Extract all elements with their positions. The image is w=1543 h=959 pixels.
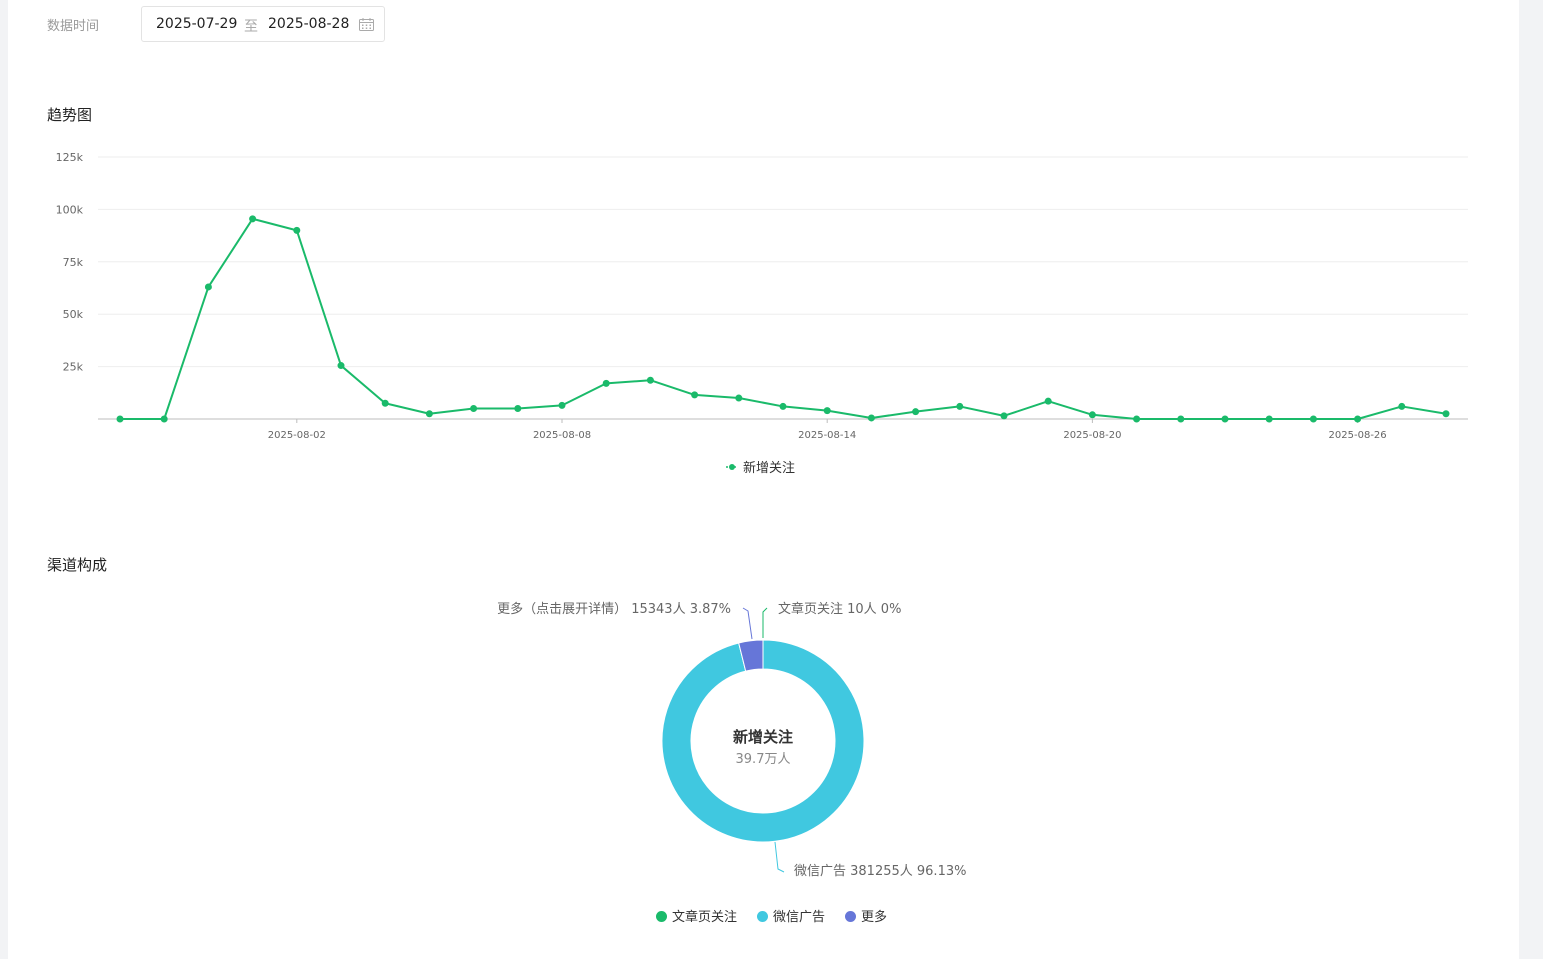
legend-dot [655,911,667,922]
data-point[interactable] [1265,415,1273,423]
start-date[interactable]: 2025-07-29 [156,16,238,32]
data-point[interactable] [204,283,212,291]
x-tick-label: 2025-08-02 [268,430,326,441]
data-point[interactable] [867,414,875,422]
series-line-new-follows [120,217,1447,420]
x-tick-label: 2025-08-20 [1063,430,1121,441]
legend-label: 文章页关注 [671,910,737,925]
content-panel [8,0,1519,959]
channel-legend: 文章页关注 微信广告 更多 [0,906,1543,925]
x-tick-label: 2025-08-14 [798,430,856,441]
data-point[interactable] [116,415,124,423]
end-date[interactable]: 2025-08-28 [268,16,350,32]
data-point[interactable] [160,415,168,423]
data-point[interactable] [337,362,345,370]
data-point[interactable] [425,410,433,418]
donut-center-value: 39.7万人 [736,752,791,767]
slice-label: 文章页关注 10人 0% [778,601,901,617]
data-point[interactable] [735,394,743,402]
data-point[interactable] [1442,410,1450,418]
data-point[interactable] [823,407,831,415]
donut-slice[interactable] [661,639,865,843]
data-point[interactable] [470,405,478,413]
data-point[interactable] [956,402,964,410]
date-filter-label: 数据时间 [47,19,100,34]
y-tick-label: 50k [63,308,84,321]
data-point[interactable] [293,226,301,234]
data-point[interactable] [912,408,920,416]
x-tick-label: 2025-08-08 [533,430,591,441]
data-point[interactable] [1398,402,1406,410]
y-tick-label: 100k [56,203,84,216]
legend-label: 微信广告 [772,910,825,925]
data-point[interactable] [1221,415,1229,423]
label-leader-line [742,607,753,640]
data-point[interactable] [1000,412,1008,420]
data-point[interactable] [691,391,699,399]
data-point[interactable] [779,402,787,410]
data-point[interactable] [1309,415,1317,423]
legend-label-new-follows[interactable]: 新增关注 [743,460,795,476]
x-tick-label: 2025-08-26 [1329,430,1387,441]
data-point[interactable] [1354,415,1362,423]
data-point[interactable] [1088,411,1096,419]
legend-dot [756,911,768,922]
date-separator: 至 [244,19,258,35]
slice-label: 更多（点击展开详情） 15343人 3.87% [497,601,731,617]
date-range-picker[interactable]: 2025-07-29 至 2025-08-28 [141,6,385,42]
data-point[interactable] [558,401,566,409]
channel-chart-title: 渠道构成 [47,556,108,574]
data-point[interactable] [381,399,389,407]
data-point[interactable] [1044,397,1052,405]
data-point[interactable] [1177,415,1185,423]
donut-center-title: 新增关注 [733,728,793,746]
data-point[interactable] [646,376,654,384]
legend-item[interactable]: 微信广告 [756,906,825,925]
slice-label: 微信广告 381255人 96.13% [794,864,966,879]
calendar-icon[interactable] [359,18,374,31]
trend-line-chart: 25k 50k 75k 100k 125k 2025-08-02 2025-08-08 202… [56,151,1468,476]
y-tick-label: 75k [63,256,84,269]
legend-dot [845,911,856,922]
legend-item[interactable]: 更多 [845,906,887,925]
y-tick-label: 125k [56,151,84,164]
data-point[interactable] [249,215,257,223]
y-tick-label: 25k [63,361,84,374]
data-point[interactable] [602,379,610,387]
legend-item[interactable]: 文章页关注 [655,906,737,925]
data-point[interactable] [1133,415,1141,423]
legend-dot [729,464,735,470]
channel-donut-chart: 新增关注 39.7万人 文章页关注 10人 0% 更多（点击展开详情） 15343人 … [497,601,966,879]
legend-label: 更多 [861,910,888,925]
label-leader-line [762,607,768,638]
label-leader-line [774,841,785,873]
trend-chart-title: 趋势图 [47,106,93,124]
donut-slice[interactable] [738,639,764,672]
data-point[interactable] [514,405,522,413]
